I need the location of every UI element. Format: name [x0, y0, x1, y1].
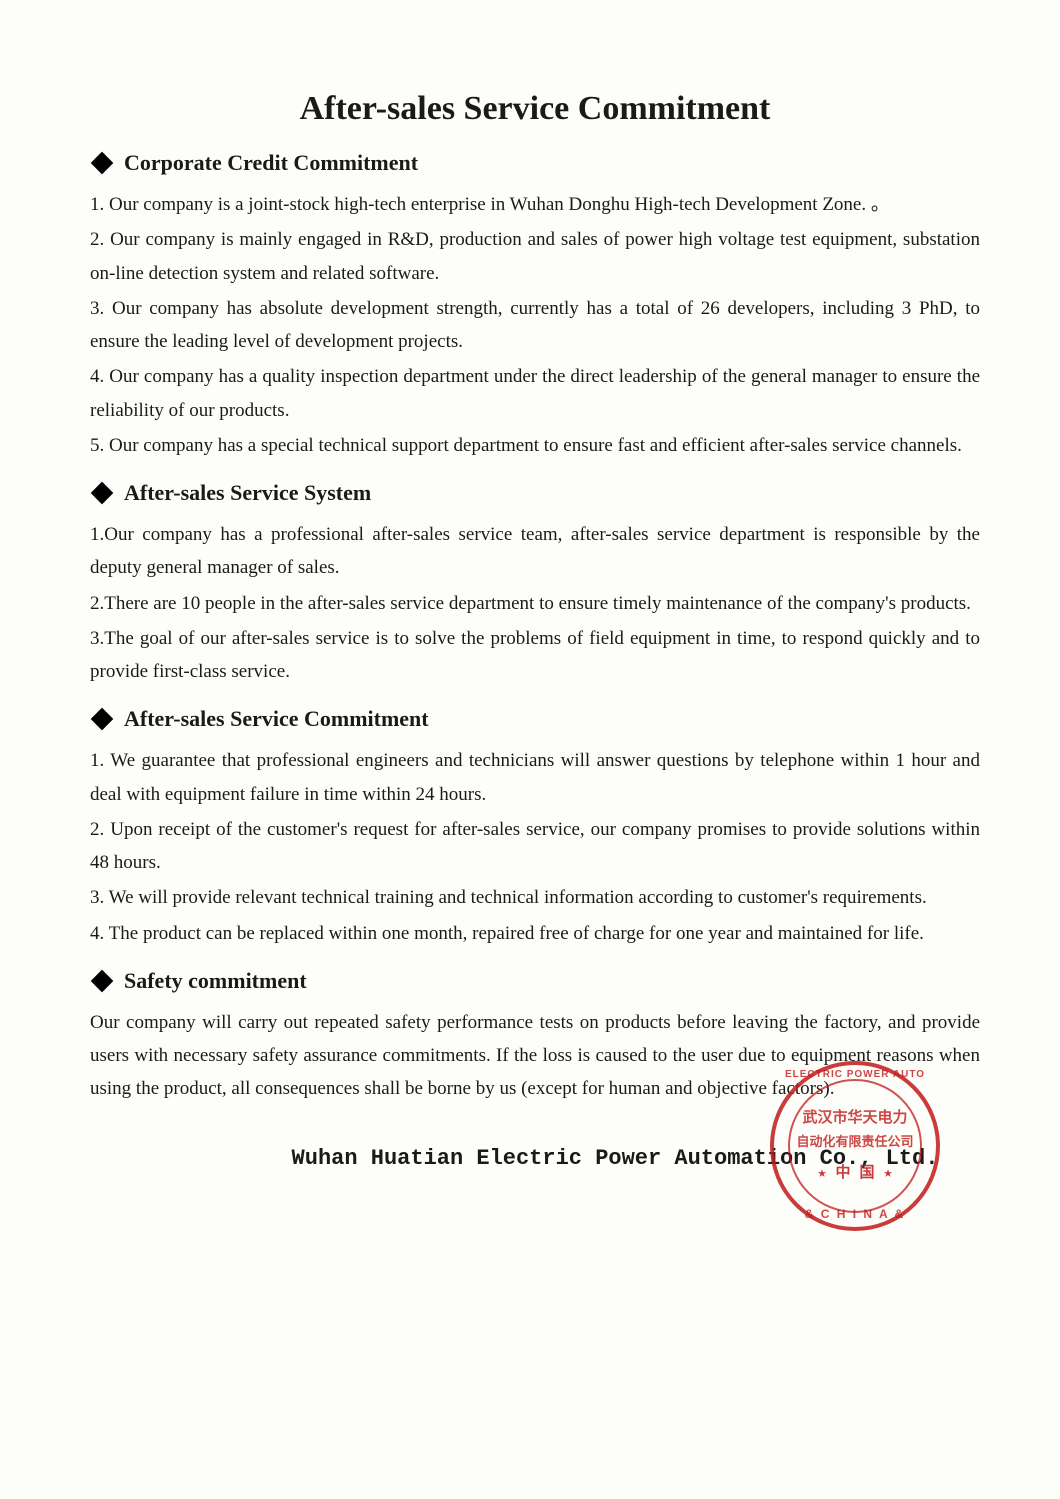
stamp-arc-top: ELECTRIC POWER AUTO	[770, 1069, 940, 1080]
section-service-system: After-sales Service System 1.Our company…	[90, 480, 980, 688]
section-heading-text: Safety commitment	[124, 968, 307, 994]
section-corporate-credit: Corporate Credit Commitment 1. Our compa…	[90, 150, 980, 462]
paragraph: 1.Our company has a professional after-s…	[90, 518, 980, 585]
diamond-bullet-icon	[91, 708, 114, 731]
section-heading-text: After-sales Service System	[124, 480, 371, 506]
section-heading: Safety commitment	[90, 968, 980, 994]
paragraph: 4. Our company has a quality inspection …	[90, 360, 980, 427]
signature-block: Wuhan Huatian Electric Power Automation …	[90, 1146, 980, 1171]
section-heading-text: Corporate Credit Commitment	[124, 150, 418, 176]
stamp-cn-line2: 自动化有限责任公司	[770, 1131, 940, 1150]
section-heading: Corporate Credit Commitment	[90, 150, 980, 176]
section-heading: After-sales Service Commitment	[90, 706, 980, 732]
diamond-bullet-icon	[91, 152, 114, 175]
diamond-bullet-icon	[91, 969, 114, 992]
stamp-arc-bottom: & C H I N A &	[770, 1207, 940, 1221]
stamp-cn-line1: 武汉市华天电力	[770, 1106, 940, 1127]
paragraph: 3. We will provide relevant technical tr…	[90, 881, 980, 914]
stamp-cn-line3: ★ 中 国 ★	[770, 1161, 940, 1182]
document-title: After-sales Service Commitment	[90, 90, 980, 128]
paragraph: 5. Our company has a special technical s…	[90, 429, 980, 462]
paragraph: 1. Our company is a joint-stock high-tec…	[90, 188, 980, 221]
section-heading: After-sales Service System	[90, 480, 980, 506]
section-body: 1. Our company is a joint-stock high-tec…	[90, 188, 980, 462]
section-service-commitment: After-sales Service Commitment 1. We gua…	[90, 706, 980, 950]
company-stamp-icon: ELECTRIC POWER AUTO 武汉市华天电力 自动化有限责任公司 ★ …	[770, 1061, 940, 1231]
paragraph: 4. The product can be replaced within on…	[90, 917, 980, 950]
section-heading-text: After-sales Service Commitment	[124, 706, 429, 732]
paragraph: 2. Our company is mainly engaged in R&D,…	[90, 223, 980, 290]
paragraph: 2.There are 10 people in the after-sales…	[90, 587, 980, 620]
diamond-bullet-icon	[91, 482, 114, 505]
paragraph: 1. We guarantee that professional engine…	[90, 744, 980, 811]
paragraph: 3. Our company has absolute development …	[90, 292, 980, 359]
section-body: 1. We guarantee that professional engine…	[90, 744, 980, 950]
section-body: 1.Our company has a professional after-s…	[90, 518, 980, 688]
paragraph: 2. Upon receipt of the customer's reques…	[90, 813, 980, 880]
paragraph: 3.The goal of our after-sales service is…	[90, 622, 980, 689]
